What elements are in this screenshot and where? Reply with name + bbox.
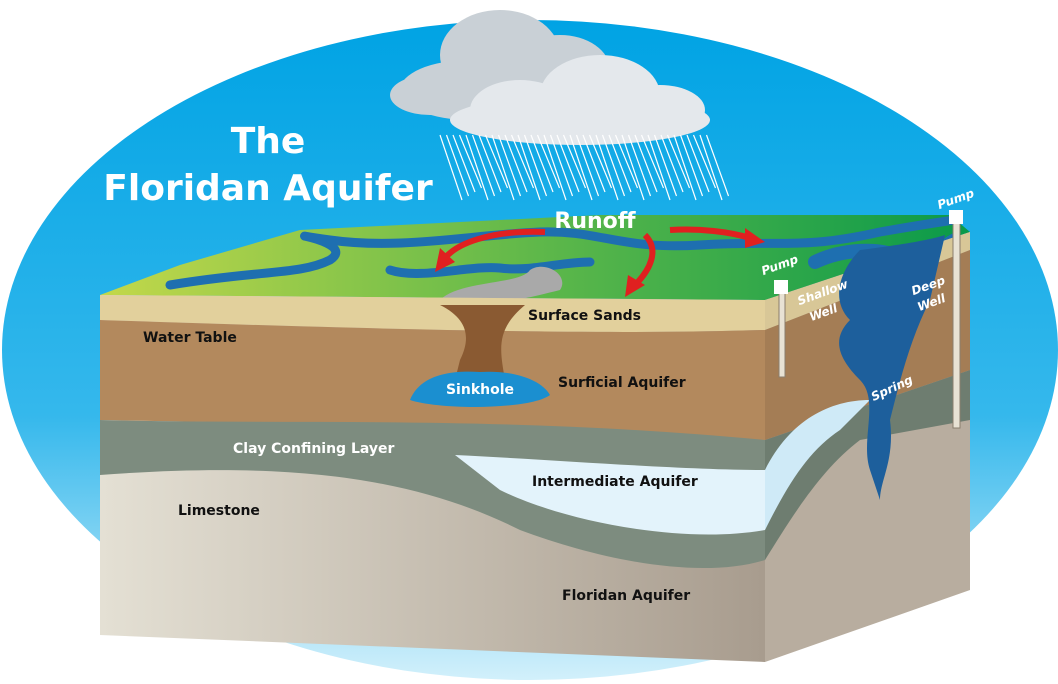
label-limestone: Limestone (178, 503, 260, 519)
label-surficial-aquifer: Surficial Aquifer (558, 375, 686, 391)
shallow-well (779, 287, 785, 377)
label-runoff: Runoff (554, 209, 636, 234)
deep-pump (949, 210, 963, 224)
label-intermediate: Intermediate Aquifer (532, 474, 698, 490)
shallow-pump (774, 280, 788, 294)
diagram: The Floridan Aquifer Runoff Surface Sand… (0, 0, 1058, 684)
label-floridan: Floridan Aquifer (562, 588, 690, 604)
label-sinkhole: Sinkhole (446, 382, 514, 398)
title-line: Floridan Aquifer (103, 168, 433, 209)
label-water-table: Water Table (143, 330, 237, 346)
title-line: The (231, 121, 306, 162)
label-surface-sands: Surface Sands (528, 308, 641, 324)
deep-well (953, 218, 960, 428)
label-clay: Clay Confining Layer (233, 441, 395, 457)
